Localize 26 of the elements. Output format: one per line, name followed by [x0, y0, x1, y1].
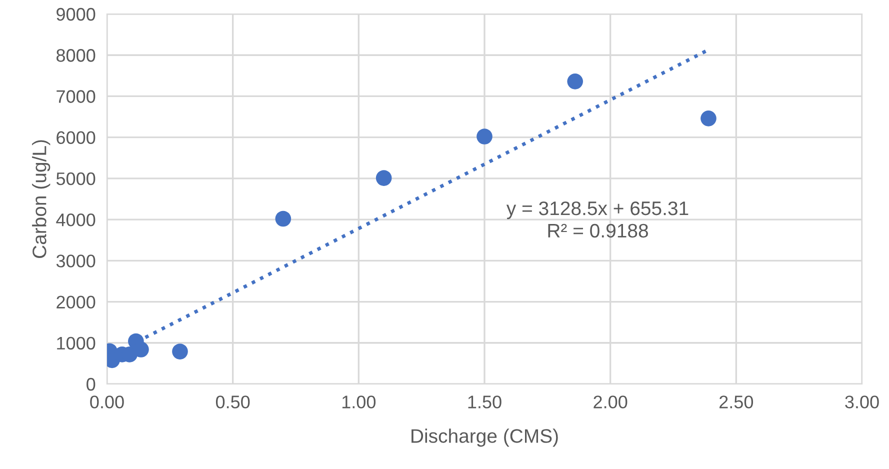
x-tick-label: 0.50: [216, 396, 250, 408]
point: [275, 210, 292, 227]
point: [567, 74, 584, 90]
y-tick-label: 5000: [56, 172, 96, 186]
y-tick-label: 2000: [56, 296, 96, 308]
y-tick-label: 9000: [56, 8, 96, 21]
y-tick-label: 7000: [56, 90, 96, 103]
y-tick-label: 6000: [56, 131, 96, 144]
x-tick-label: 0.00: [90, 396, 124, 408]
annotation: y = 3128.5x + 655.31 R² = 0.9188: [506, 201, 688, 238]
point: [476, 128, 492, 144]
x-tick-label: 1.00: [342, 396, 376, 408]
x-tick-label: 1.50: [468, 396, 502, 408]
point: [172, 344, 188, 360]
y-tick-label: 1000: [57, 336, 96, 350]
x-axis-title: Discharge (CMS): [412, 428, 558, 447]
x-tick-label: 3.00: [845, 396, 879, 408]
y-tick-label: 4000: [56, 213, 96, 226]
point: [700, 110, 716, 126]
point: [376, 170, 392, 186]
y-tick-label: 0: [86, 378, 96, 391]
y-tick-label: 3000: [56, 254, 96, 268]
y-axis-title: Carbon (ug/L): [32, 140, 50, 258]
x-tick-label: 2.00: [594, 396, 628, 408]
x-tick-label: 2.50: [720, 396, 754, 408]
y-tick-label: 8000: [56, 49, 96, 62]
